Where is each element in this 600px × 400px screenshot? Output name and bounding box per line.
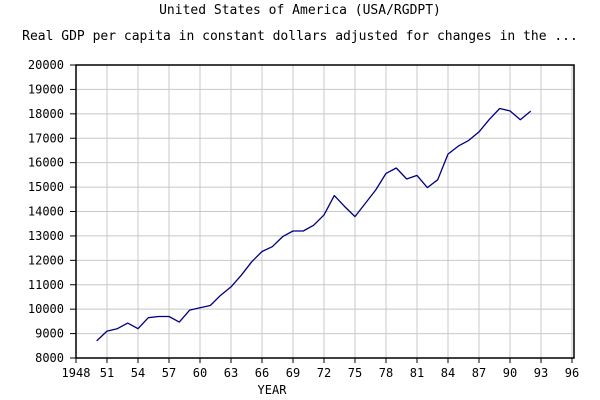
- x-tick-label: 78: [379, 366, 393, 380]
- x-tick-label: 69: [286, 366, 300, 380]
- y-tick-label: 11000: [28, 278, 64, 292]
- x-tick-label: 93: [534, 366, 548, 380]
- x-tick-label: 51: [100, 366, 114, 380]
- y-tick-label: 18000: [28, 107, 64, 121]
- y-tick-label: 9000: [35, 327, 64, 341]
- x-tick-label: 96: [565, 366, 579, 380]
- x-tick-label: 84: [441, 366, 455, 380]
- x-tick-label: 72: [317, 366, 331, 380]
- y-tick-label: 13000: [28, 229, 64, 243]
- data-line: [96, 107, 532, 342]
- y-tick-label: 10000: [28, 302, 64, 316]
- x-axis-label: YEAR: [257, 383, 287, 397]
- x-tick-label: 60: [193, 366, 207, 380]
- x-tick-label: 54: [131, 366, 145, 380]
- y-tick-label: 17000: [28, 131, 64, 145]
- y-tick-label: 15000: [28, 180, 64, 194]
- x-tick-label: 1948: [62, 366, 91, 380]
- y-tick-label: 20000: [28, 58, 64, 72]
- x-tick-label: 81: [410, 366, 424, 380]
- y-tick-label: 19000: [28, 82, 64, 96]
- chart-subtitle: Real GDP per capita in constant dollars …: [22, 29, 578, 44]
- y-tick-label: 14000: [28, 205, 64, 219]
- y-tick-label: 16000: [28, 156, 64, 170]
- x-tick-label: 57: [162, 366, 176, 380]
- x-tick-label: 90: [503, 366, 517, 380]
- y-tick-label: 12000: [28, 253, 64, 267]
- x-tick-label: 66: [255, 366, 269, 380]
- x-tick-label: 87: [472, 366, 486, 380]
- y-tick-label: 8000: [35, 351, 64, 365]
- chart-title: United States of America (USA/RGDPT): [159, 3, 441, 18]
- x-tick-label: 75: [348, 366, 362, 380]
- x-tick-label: 63: [224, 366, 238, 380]
